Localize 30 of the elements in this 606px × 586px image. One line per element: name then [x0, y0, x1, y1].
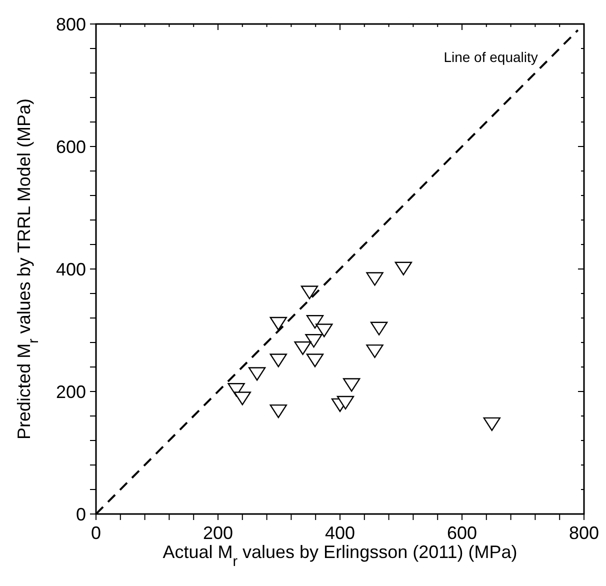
- point: [248, 367, 266, 381]
- point: [366, 344, 384, 358]
- point: [234, 392, 251, 406]
- point: [306, 315, 324, 329]
- point: [270, 404, 287, 418]
- x-tick-label: 200: [202, 522, 234, 543]
- point: [342, 378, 360, 392]
- point: [394, 262, 412, 276]
- y-tick-label: 0: [76, 504, 86, 524]
- x-tick-label: 400: [324, 522, 356, 543]
- point: [336, 396, 354, 410]
- y-tick-label: 800: [56, 14, 86, 34]
- point: [300, 286, 318, 300]
- point: [316, 324, 333, 338]
- x-axis-title: Actual M$_{r}$ values by Erlingsson (2011) (MPa): [162, 542, 518, 570]
- point: [270, 354, 287, 368]
- point: [366, 272, 384, 286]
- series-label: Line of equality: [444, 49, 538, 66]
- y-tick-label: 200: [56, 382, 86, 402]
- y-tick-label: 400: [56, 259, 86, 280]
- x-tick-label: 0: [90, 522, 102, 543]
- point: [306, 354, 324, 368]
- y-tick-label: 600: [56, 136, 86, 157]
- x-tick-label: 600: [446, 522, 478, 543]
- point: [294, 341, 312, 355]
- point: [370, 322, 388, 336]
- point: [483, 417, 500, 431]
- x-tick-label: 800: [568, 522, 600, 543]
- point: [305, 334, 322, 348]
- point: [270, 316, 287, 330]
